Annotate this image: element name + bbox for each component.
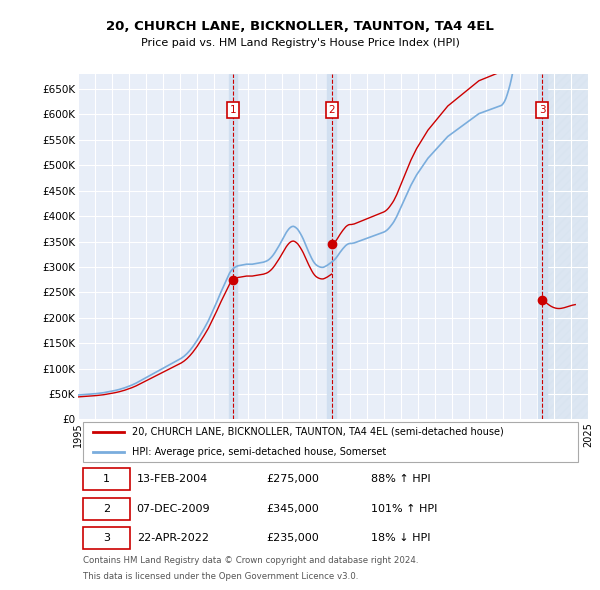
Text: 18% ↓ HPI: 18% ↓ HPI [371,533,431,543]
Text: 3: 3 [103,533,110,543]
Text: HPI: Average price, semi-detached house, Somerset: HPI: Average price, semi-detached house,… [131,447,386,457]
Text: 101% ↑ HPI: 101% ↑ HPI [371,504,437,514]
Bar [229,74,237,419]
Text: 22-APR-2022: 22-APR-2022 [137,533,209,543]
Text: Price paid vs. HM Land Registry's House Price Index (HPI): Price paid vs. HM Land Registry's House … [140,38,460,48]
Text: 07-DEC-2009: 07-DEC-2009 [137,504,210,514]
Text: 1: 1 [230,105,236,115]
Text: 20, CHURCH LANE, BICKNOLLER, TAUNTON, TA4 4EL: 20, CHURCH LANE, BICKNOLLER, TAUNTON, TA… [106,20,494,33]
Text: 2: 2 [103,504,110,514]
Bar [328,74,336,419]
Text: 88% ↑ HPI: 88% ↑ HPI [371,474,431,484]
Bar [542,74,588,419]
Text: 1: 1 [103,474,110,484]
FancyBboxPatch shape [83,497,130,520]
FancyBboxPatch shape [83,468,130,490]
Text: £235,000: £235,000 [266,533,319,543]
Bar [538,74,547,419]
Text: 13-FEB-2004: 13-FEB-2004 [137,474,208,484]
Text: £345,000: £345,000 [266,504,319,514]
FancyBboxPatch shape [83,422,578,462]
FancyBboxPatch shape [83,527,130,549]
Text: 3: 3 [539,105,545,115]
Text: 2: 2 [328,105,335,115]
Text: £275,000: £275,000 [266,474,320,484]
Text: This data is licensed under the Open Government Licence v3.0.: This data is licensed under the Open Gov… [83,572,358,582]
Text: 20, CHURCH LANE, BICKNOLLER, TAUNTON, TA4 4EL (semi-detached house): 20, CHURCH LANE, BICKNOLLER, TAUNTON, TA… [131,427,503,437]
Text: Contains HM Land Registry data © Crown copyright and database right 2024.: Contains HM Land Registry data © Crown c… [83,556,419,565]
